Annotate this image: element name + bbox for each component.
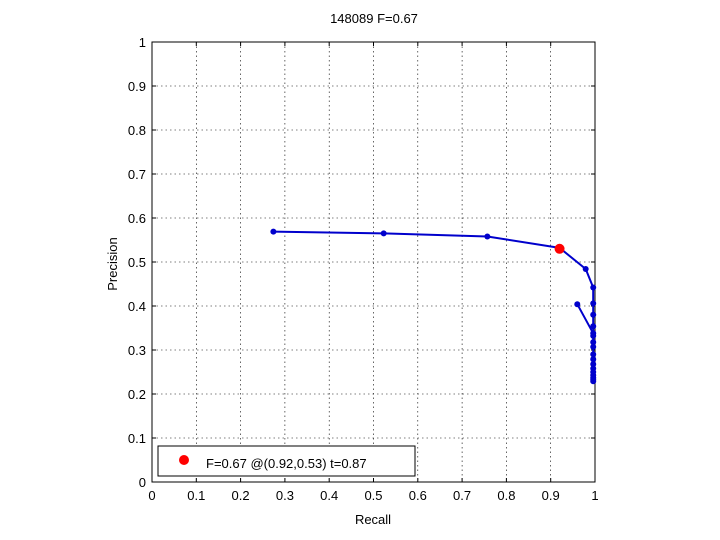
pr-data-point: [590, 311, 597, 318]
legend-marker-icon: [179, 455, 189, 465]
y-tick-label: 0.6: [128, 211, 146, 226]
pr-data-point: [590, 356, 597, 363]
pr-data-point: [590, 284, 597, 291]
pr-data-point: [590, 343, 597, 350]
x-tick-label: 0.1: [187, 488, 205, 503]
pr-data-point: [590, 323, 597, 330]
pr-curve-markers: [270, 228, 597, 385]
y-tick-label: 0.8: [128, 123, 146, 138]
pr-data-point: [590, 339, 597, 346]
pr-data-point: [590, 361, 597, 368]
x-tick-label: 0.4: [320, 488, 338, 503]
chart-title: 148089 F=0.67: [330, 11, 418, 26]
y-tick-label: 1: [139, 35, 146, 50]
x-tick-label: 0: [148, 488, 155, 503]
x-tick-label: 0.3: [276, 488, 294, 503]
pr-curve-lines: [273, 230, 595, 382]
x-tick-labels: 0 0.1 0.2 0.3 0.4 0.5 0.6 0.7 0.8 0.9 1: [148, 488, 598, 503]
x-tick-label: 0.5: [364, 488, 382, 503]
axis-ticks: [151, 41, 596, 483]
y-tick-labels: 0 0.1 0.2 0.3 0.4 0.5 0.6 0.7 0.8 0.9 1: [128, 35, 146, 490]
pr-data-point: [270, 228, 277, 235]
pr-data-point: [590, 330, 597, 337]
x-tick-label: 0.9: [542, 488, 560, 503]
y-tick-label: 0.3: [128, 343, 146, 358]
pr-data-point: [590, 378, 597, 385]
y-tick-label: 0.5: [128, 255, 146, 270]
y-tick-label: 0.7: [128, 167, 146, 182]
x-tick-label: 0.8: [497, 488, 515, 503]
pr-data-point: [574, 301, 581, 308]
x-axis-label: Recall: [355, 512, 391, 527]
y-tick-label: 0.4: [128, 299, 146, 314]
x-tick-label: 1: [591, 488, 598, 503]
y-tick-label: 0.2: [128, 387, 146, 402]
pr-data-point: [484, 233, 491, 240]
best-f-point: [554, 243, 565, 254]
x-tick-label: 0.6: [409, 488, 427, 503]
pr-data-point: [590, 351, 597, 358]
pr-data-point: [582, 266, 589, 273]
pr-curve-line: [273, 230, 595, 382]
y-tick-label: 0.1: [128, 431, 146, 446]
y-tick-label: 0: [139, 475, 146, 490]
pr-curve-line: [576, 303, 595, 334]
pr-data-point: [590, 300, 597, 307]
grid-lines: [152, 42, 595, 482]
y-tick-label: 0.9: [128, 79, 146, 94]
pr-data-point: [380, 230, 387, 237]
legend-box: [157, 445, 416, 477]
y-axis-label: Precision: [105, 237, 120, 290]
legend-label: F=0.67 @(0.92,0.53) t=0.87: [206, 456, 367, 471]
x-tick-label: 0.7: [453, 488, 471, 503]
x-tick-label: 0.2: [232, 488, 250, 503]
legend: F=0.67 @(0.92,0.53) t=0.87: [157, 445, 416, 477]
